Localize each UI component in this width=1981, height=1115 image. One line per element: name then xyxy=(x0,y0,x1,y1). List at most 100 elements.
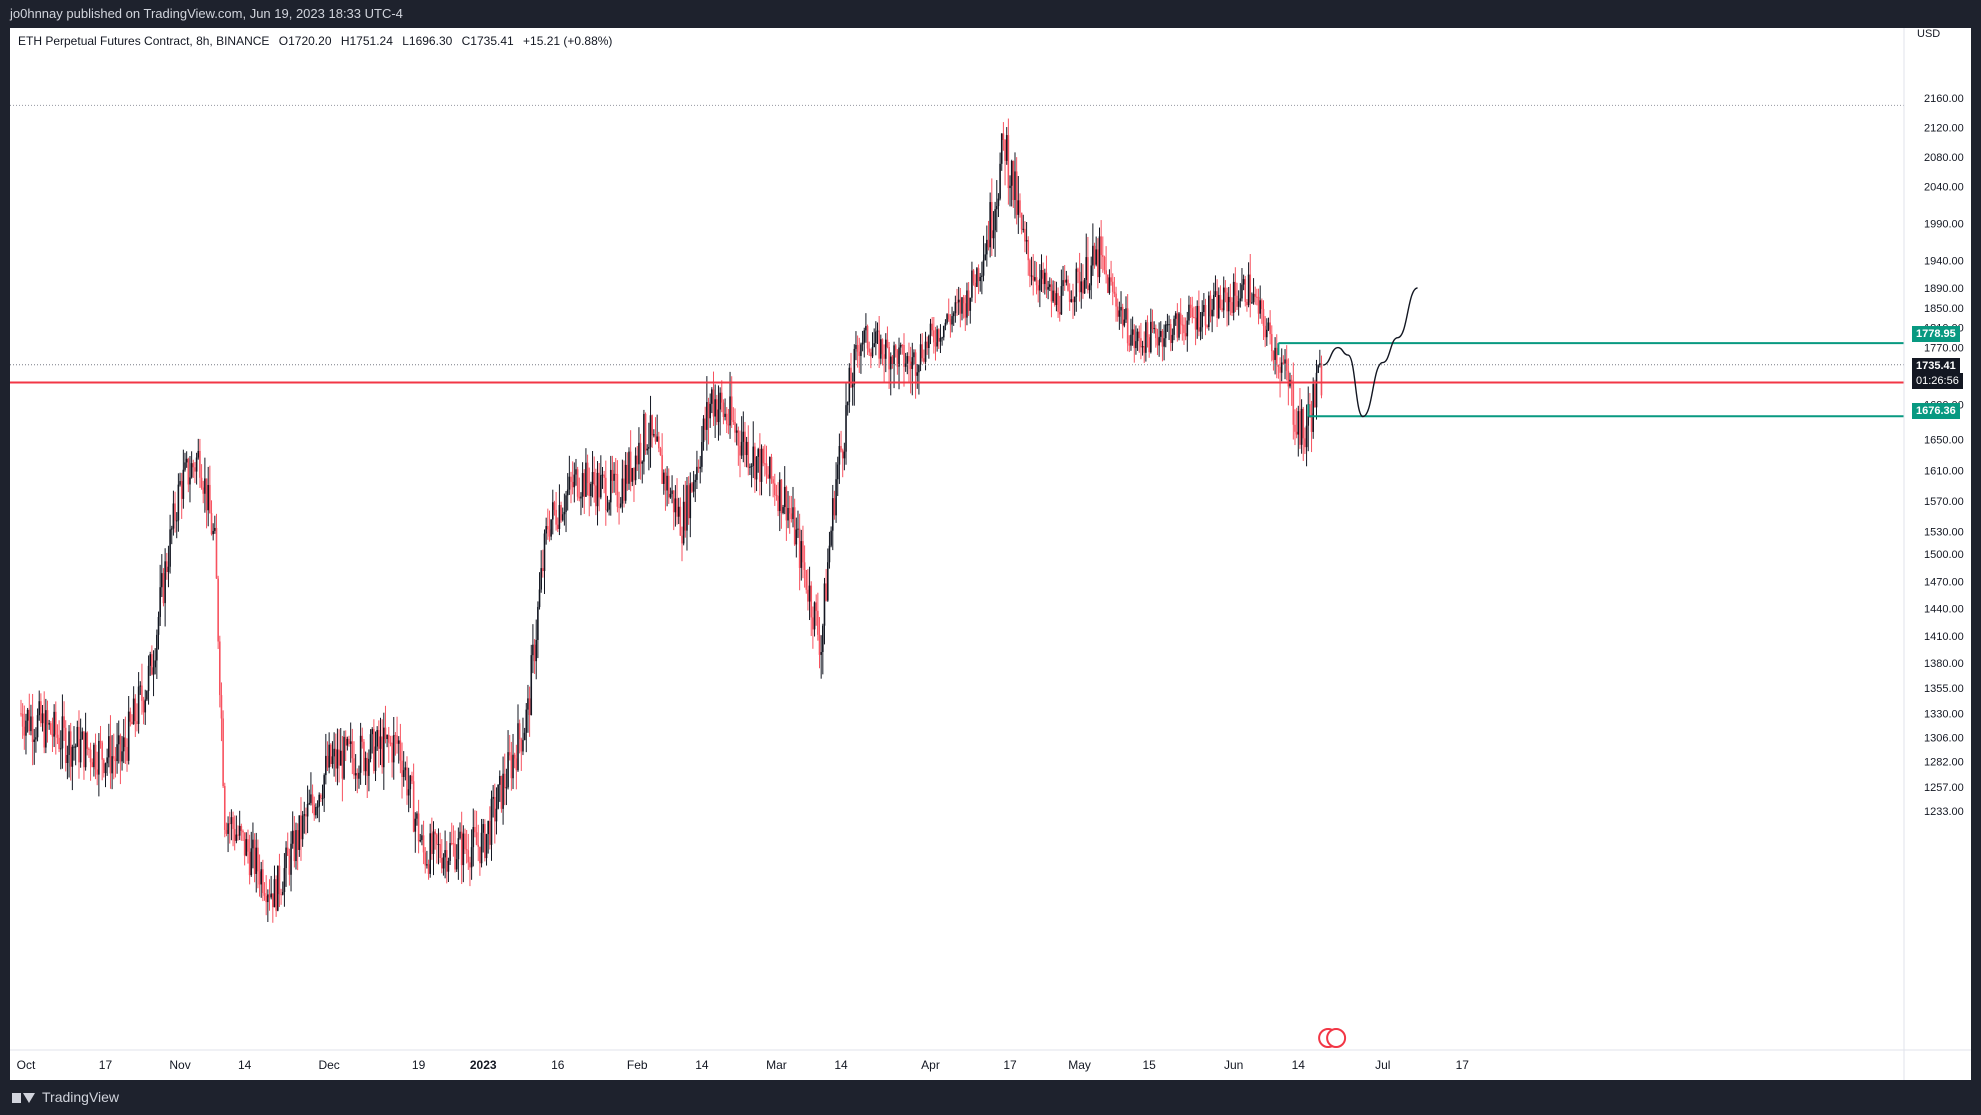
price-tick-label: 1890.00 xyxy=(1924,283,1964,295)
candle-body xyxy=(783,486,786,508)
candle-body xyxy=(995,206,998,210)
candle-body xyxy=(397,740,400,744)
candle-body xyxy=(730,396,733,421)
candle-body xyxy=(528,698,531,716)
candle-body xyxy=(185,458,188,463)
candle-body xyxy=(1032,275,1035,281)
candle-body xyxy=(1130,334,1132,346)
chart-frame[interactable]: 2160.00 2120.00 2080.00 2040.00 1990.00 1940.… xyxy=(10,28,1971,1080)
candle-body xyxy=(369,734,372,759)
candle-body xyxy=(1193,316,1195,318)
candle-body xyxy=(1239,298,1242,302)
candle-body xyxy=(1151,321,1154,329)
candle-body xyxy=(79,739,82,763)
candle-body xyxy=(508,752,511,756)
candle-body xyxy=(547,526,549,530)
candle-body xyxy=(826,562,829,601)
candle-body xyxy=(1135,341,1137,349)
candle-body xyxy=(383,727,385,768)
candle-body xyxy=(346,738,349,746)
candle-body xyxy=(1221,308,1223,311)
candle-body xyxy=(500,775,503,809)
candle-body xyxy=(1120,306,1122,311)
candle-body xyxy=(117,735,120,745)
candle-body xyxy=(164,561,166,604)
candle-body xyxy=(510,755,513,779)
candle-body xyxy=(785,486,788,521)
candle-body xyxy=(450,843,453,845)
candle-body xyxy=(1077,268,1079,272)
candle-body xyxy=(793,507,796,545)
candle-body xyxy=(979,276,982,282)
candle-body xyxy=(436,834,438,845)
candle-body xyxy=(830,530,832,546)
candle-body xyxy=(467,850,470,863)
candle-body xyxy=(1282,362,1285,364)
candle-body xyxy=(25,720,27,736)
time-tick-label: 14 xyxy=(695,1058,709,1072)
candle-body xyxy=(245,839,248,856)
candle-body xyxy=(323,775,325,799)
candle-body xyxy=(232,817,234,829)
candle-body xyxy=(373,729,375,771)
candle-body xyxy=(440,857,443,869)
candle-body xyxy=(580,496,582,499)
candle-body xyxy=(808,585,811,602)
candle-body xyxy=(1105,270,1107,275)
candle-body xyxy=(1126,308,1129,344)
price-chart[interactable]: 2160.00 2120.00 2080.00 2040.00 1990.00 1940.… xyxy=(10,28,1971,1080)
candle-body xyxy=(265,895,267,903)
candle-body xyxy=(389,742,392,744)
candle-body xyxy=(122,737,125,752)
candle-body xyxy=(717,409,720,423)
candle-body xyxy=(873,343,875,348)
candle-body xyxy=(402,770,405,777)
candle-body xyxy=(338,749,340,766)
price-tick-label: 1380.00 xyxy=(1924,658,1964,670)
candle-body xyxy=(1022,228,1025,230)
candle-body xyxy=(1314,384,1316,408)
candle-body xyxy=(1063,280,1066,283)
candle-body xyxy=(33,739,36,742)
candle-body xyxy=(702,418,705,443)
candle-body xyxy=(772,479,774,484)
candle-body xyxy=(1290,379,1293,383)
candle-body xyxy=(238,825,241,836)
candle-body xyxy=(175,520,178,522)
candle-body xyxy=(1106,274,1109,293)
candle-body xyxy=(1040,270,1043,279)
candle-body xyxy=(1123,319,1126,326)
candle-body xyxy=(875,331,877,344)
candle-body xyxy=(54,711,57,735)
candle-body xyxy=(194,467,196,472)
candle-body xyxy=(23,726,26,736)
candle-body xyxy=(222,718,224,787)
candle-body xyxy=(507,752,509,788)
candle-body xyxy=(560,505,562,521)
candle-body xyxy=(596,472,599,507)
candle-body xyxy=(152,667,155,675)
candle-body xyxy=(371,729,374,735)
candle-body xyxy=(914,352,917,376)
candle-body xyxy=(1146,322,1149,338)
candle-body xyxy=(1219,295,1222,309)
candle-body xyxy=(815,602,817,611)
candle-body xyxy=(1269,322,1271,335)
candle-body xyxy=(419,840,422,842)
price-tick-label: 2080.00 xyxy=(1924,152,1964,164)
candle-body xyxy=(379,736,382,749)
candle-body xyxy=(720,392,723,403)
candle-body xyxy=(845,405,847,452)
candle-body xyxy=(729,396,731,426)
candle-body xyxy=(331,756,334,764)
candle-body xyxy=(1131,329,1134,335)
candle-body xyxy=(810,585,813,618)
candle-body xyxy=(1075,268,1078,297)
candle-body xyxy=(306,804,309,817)
candle-body xyxy=(561,514,564,521)
candle-body xyxy=(336,749,339,769)
candle-body xyxy=(778,479,781,512)
candle-body xyxy=(1257,296,1260,314)
candle-body xyxy=(96,769,99,775)
candle-body xyxy=(585,462,587,497)
